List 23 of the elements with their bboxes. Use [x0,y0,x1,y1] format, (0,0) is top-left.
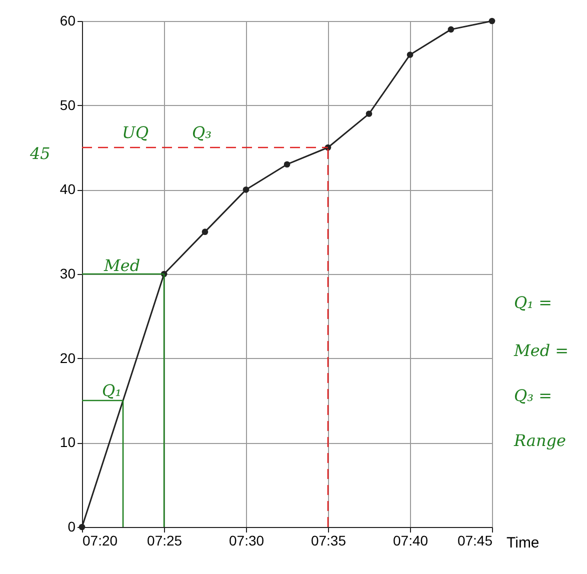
y-tick-label: 0 [68,518,76,534]
annotation: Q₁ [102,381,122,400]
x-tick-label: 07:35 [310,532,346,548]
annotation: UQ [122,123,149,142]
text: 45 [29,144,50,163]
y-tick-label: 50 [60,96,76,113]
x-axis-title: Time [506,534,540,552]
annotation: Med [103,256,140,275]
x-tick-label: 07:30 [228,532,264,548]
x-tick-label: 07:20 [82,532,118,548]
y-tick-label: 20 [60,350,76,366]
x-tick-label: 07:25 [147,532,182,548]
y-tick-label: 10 [60,434,76,450]
text: Q₃ = [514,386,552,405]
x-tick-label: 07:45 [457,532,493,548]
annotation: Q₃ [192,123,212,142]
text: Med = [513,341,569,360]
text: Q₁ = [514,293,552,312]
y-tick-label: 60 [60,12,76,28]
y-tick-label: 40 [60,181,76,198]
x-tick-label: 07:40 [393,532,428,548]
y-tick-label: 30 [60,266,76,282]
text: Range [513,431,566,450]
